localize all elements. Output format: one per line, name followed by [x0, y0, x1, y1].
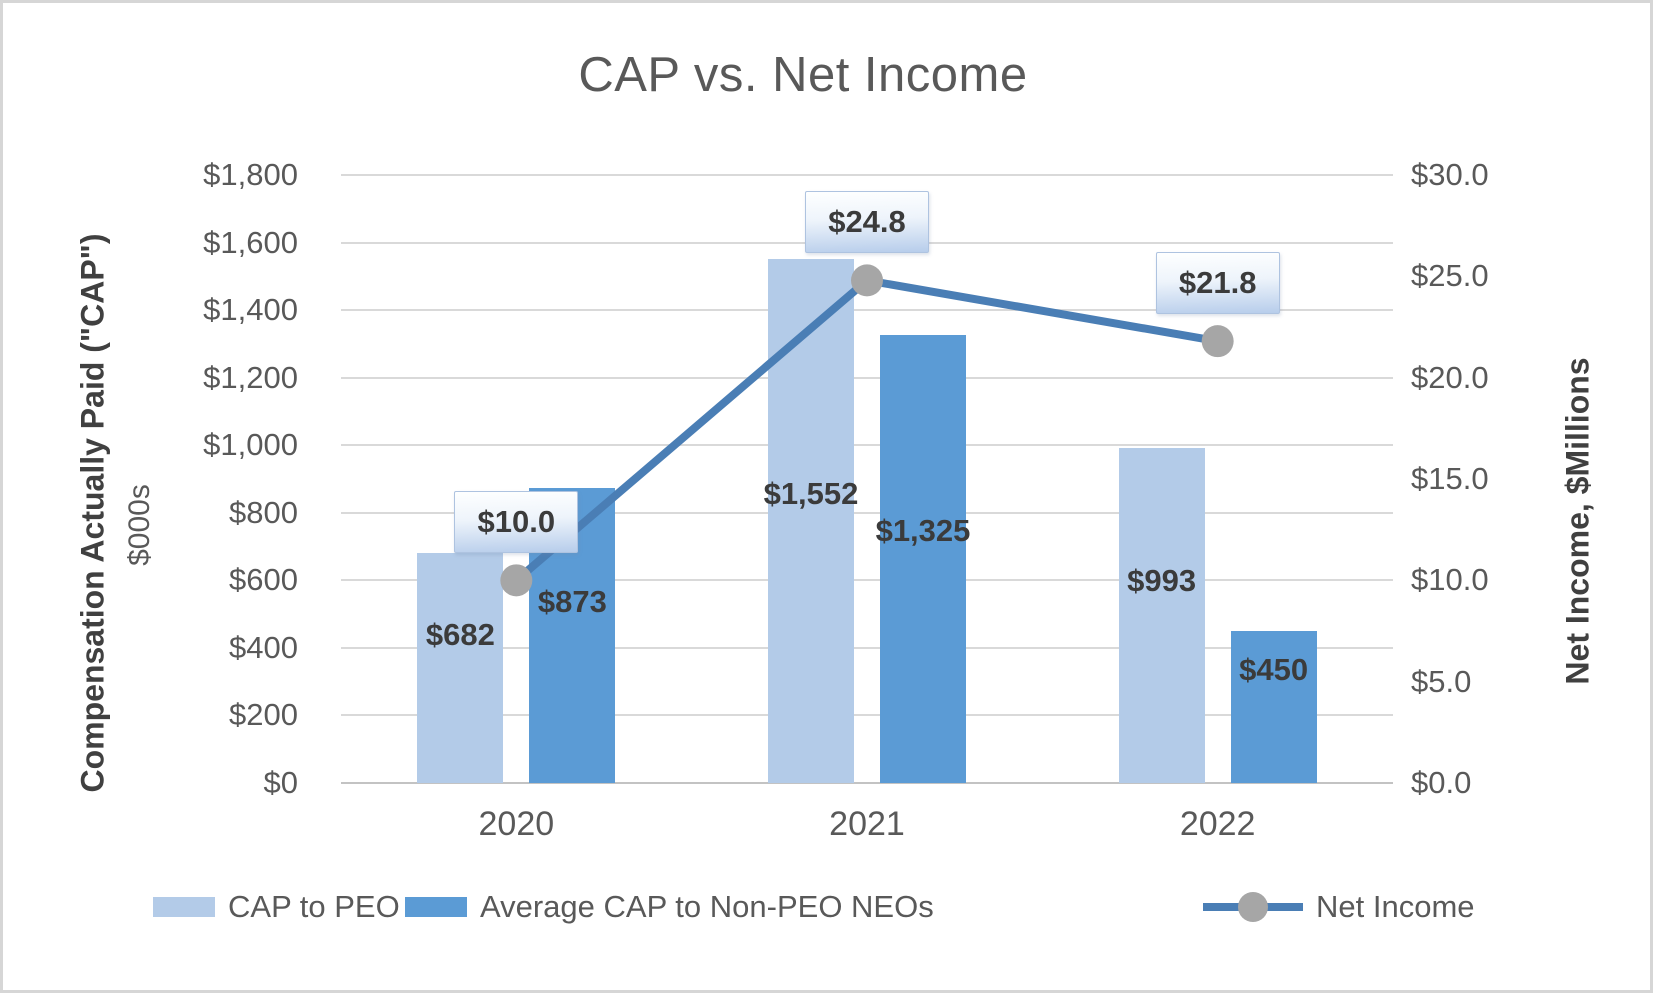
bar-data-label: $682 — [425, 616, 495, 652]
y-axis-tick-label: $1,400 — [203, 292, 298, 328]
y-axis-tick-label: $1,200 — [203, 359, 298, 395]
x-axis-label: 2020 — [478, 805, 555, 843]
secondary-axis-tick-label: $0.0 — [1411, 765, 1472, 800]
bar-data-label: $873 — [537, 584, 607, 620]
legend-label: CAP to PEO — [228, 889, 400, 924]
net-income-marker — [851, 264, 883, 297]
net-income-data-label: $21.8 — [1155, 252, 1280, 315]
y-axis-tick-label: $1,000 — [203, 427, 298, 463]
bar-data-label: $993 — [1127, 562, 1197, 598]
y-axis-tick-label: $400 — [229, 629, 298, 665]
y-axis-tick-label: $800 — [229, 494, 298, 530]
gridline — [341, 376, 1393, 379]
bar-data-label: $450 — [1239, 651, 1309, 687]
bar-2020-series1 — [417, 552, 504, 783]
secondary-axis-tick-label: $25.0 — [1411, 258, 1489, 294]
x-axis-line — [341, 782, 1393, 784]
x-axis-label: 2021 — [829, 805, 905, 843]
secondary-axis-tick-label: $20.0 — [1411, 359, 1489, 395]
gridline — [341, 646, 1393, 649]
secondary-axis-tick-label: $5.0 — [1411, 663, 1472, 699]
legend-line-swatch — [1203, 890, 1303, 924]
legend-item-net-income: Net Income — [1203, 881, 1475, 933]
secondary-axis-tick-label: $10.0 — [1411, 562, 1489, 598]
net-income-data-label-text: $10.0 — [477, 504, 556, 540]
bar-data-label: $1,325 — [875, 513, 971, 549]
net-income-data-label: $10.0 — [454, 491, 579, 554]
gridline — [341, 174, 1393, 176]
secondary-axis-tick-label: $15.0 — [1411, 461, 1489, 496]
chart-title: CAP vs. Net Income — [578, 48, 1028, 102]
legend-label: Net Income — [1316, 889, 1475, 924]
legend: CAP to PEO Average CAP to Non-PEO NEOs Net… — [3, 881, 1650, 933]
bar-2022-series1 — [1118, 447, 1205, 783]
legend-item-avg-cap-non-peo-neos: Average CAP to Non-PEO NEOs — [405, 881, 934, 933]
net-income-data-label-text: $24.8 — [828, 204, 906, 240]
gridline — [341, 714, 1393, 717]
x-axis-label: 2022 — [1179, 805, 1256, 843]
legend-label: Average CAP to Non-PEO NEOs — [480, 889, 934, 924]
y-axis-tick-label: $0 — [263, 765, 298, 800]
net-income-data-label-text: $21.8 — [1178, 265, 1257, 301]
plot-area: $0 $200 $400 $600 $800 $1,000 $1,200 $1,400 $1,6… — [3, 3, 1650, 990]
y-axis-tick-label: $1,600 — [203, 224, 298, 260]
net-income-data-label: $24.8 — [805, 191, 929, 254]
legend-bar-swatch — [405, 897, 467, 917]
gridline — [341, 444, 1393, 447]
y-axis-tick-label: $1,800 — [203, 157, 298, 192]
y-axis-tick-label: $600 — [229, 562, 298, 598]
net-income-marker — [1201, 325, 1234, 358]
bar-2021-series2 — [880, 335, 966, 783]
legend-item-cap-to-peo: CAP to PEO — [153, 881, 400, 933]
secondary-axis-tick-label: $30.0 — [1411, 157, 1489, 192]
bar-2022-series2 — [1230, 631, 1317, 783]
y-axis-tick-label: $200 — [229, 697, 298, 733]
legend-bar-swatch — [153, 897, 215, 917]
